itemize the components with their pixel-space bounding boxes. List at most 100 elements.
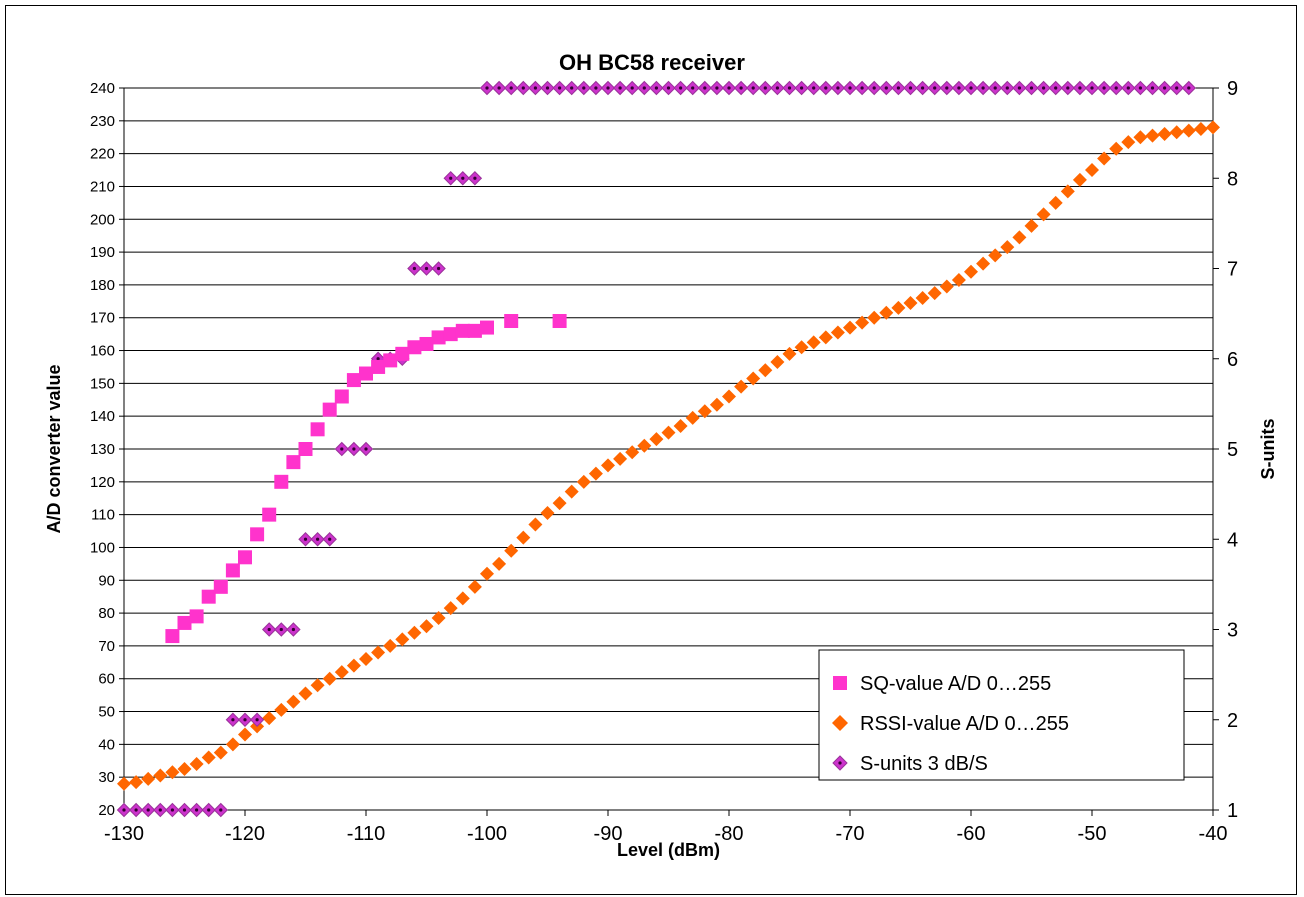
rssi-point [419, 619, 434, 634]
rssi-point [383, 638, 398, 653]
rssi-point [516, 530, 531, 545]
s-units-point-center [485, 86, 489, 90]
rssi-point [1121, 135, 1136, 150]
s-units-point-center [812, 86, 816, 90]
s-units-point-center [969, 86, 973, 90]
sq-point [213, 579, 228, 594]
y-tick-label: 230 [90, 113, 115, 130]
rssi-point [915, 291, 930, 306]
rssi-point [939, 279, 954, 294]
s-units-point-center [872, 86, 876, 90]
right-axis-ticks: 1 2 3 4 5 6 7 8 9 [1213, 78, 1238, 822]
s-units-point-center [1187, 86, 1191, 90]
s-units-point-center [509, 86, 513, 90]
s-units-point-center [642, 86, 646, 90]
rssi-point [407, 625, 422, 640]
s-units-point-center [545, 86, 550, 90]
rssi-point [322, 671, 337, 686]
y-tick-label: 110 [91, 507, 115, 524]
rssi-point [758, 363, 773, 378]
s-units-point-center [1017, 86, 1022, 90]
rssi-point [1000, 240, 1015, 255]
s-units-point-center [376, 357, 380, 361]
rssi-point [153, 768, 168, 783]
rssi-point [1048, 195, 1063, 210]
rssi-point [1169, 125, 1184, 140]
s-units-point-center [993, 86, 997, 90]
s-units-point-center [170, 808, 174, 812]
s-units-point-center [424, 266, 429, 271]
rssi-point [649, 432, 664, 447]
rssi-point [540, 505, 555, 520]
rssi-point [117, 776, 131, 791]
y-tick-label: 150 [90, 375, 115, 392]
s-units-point-center [715, 86, 719, 90]
s-units-point-center [243, 718, 247, 722]
rssi-point [443, 601, 458, 616]
rssi-point [794, 340, 809, 355]
s-units-point-center [703, 86, 707, 90]
rssi-point [213, 745, 228, 760]
y-tick-label: 160 [90, 343, 115, 360]
rssi-point [661, 425, 676, 440]
y2-tick-label: 9 [1227, 78, 1238, 100]
sq-point [407, 340, 422, 355]
rssi-point [492, 556, 507, 571]
rssi-point [528, 517, 543, 532]
rssi-point [1109, 141, 1124, 156]
sq-point [443, 327, 458, 342]
rssi-point [1157, 126, 1172, 141]
x-tick-label: -40 [1199, 823, 1228, 845]
rssi-point [504, 543, 519, 558]
rssi-point [564, 484, 579, 499]
rssi-point [722, 389, 736, 404]
rssi-point [637, 438, 652, 453]
y-tick-label: 90 [98, 572, 115, 589]
y2-tick-label: 7 [1227, 259, 1238, 281]
rssi-point [1060, 184, 1075, 199]
rssi-point [830, 325, 845, 340]
rssi-point [395, 632, 410, 647]
rssi-point [891, 300, 906, 315]
s-units-point-center [122, 808, 126, 812]
rssi-point [334, 665, 349, 680]
sq-point [419, 336, 434, 351]
legend-marker-sq [833, 676, 847, 690]
sq-point [346, 373, 361, 388]
rssi-point [576, 474, 591, 489]
s-units-point-center [412, 266, 416, 271]
x-axis-ticks: -130 -120 -110 -100 -90 -80 -70 -60 -50 -40 [104, 810, 1227, 845]
y-axis-title: A/D converter value [44, 364, 64, 533]
y-tick-label: 220 [90, 146, 115, 163]
rssi-point [782, 346, 797, 361]
rssi-point [855, 315, 870, 330]
y-tick-label: 20 [98, 802, 115, 819]
rssi-point [601, 458, 615, 473]
sq-point [480, 320, 494, 335]
s-units-point-center [800, 86, 804, 90]
y-tick-label: 40 [98, 736, 115, 753]
rssi-point [673, 419, 688, 434]
sq-point [455, 323, 470, 338]
s-units-point-center [1126, 86, 1130, 90]
rssi-point [467, 579, 482, 594]
rssi-point [371, 645, 386, 660]
sq-point [383, 353, 398, 368]
s-units-point-center [884, 86, 888, 90]
legend-label: SQ-value A/D 0…255 [860, 673, 1051, 695]
y-tick-label: 190 [90, 244, 115, 261]
s-units-point-center [691, 86, 695, 90]
s-units-point-center [1054, 86, 1058, 90]
rssi-point [734, 379, 749, 394]
sq-point [201, 589, 216, 604]
s-units-point-center [291, 627, 295, 632]
y-tick-label: 200 [90, 211, 115, 228]
rssi-point [879, 305, 894, 320]
y-tick-label: 140 [90, 408, 115, 425]
rssi-point [1072, 172, 1087, 187]
s-units-point-center [679, 86, 683, 90]
s-units-point-center [558, 86, 562, 90]
rssi-point [129, 775, 144, 790]
sq-point [189, 609, 204, 624]
